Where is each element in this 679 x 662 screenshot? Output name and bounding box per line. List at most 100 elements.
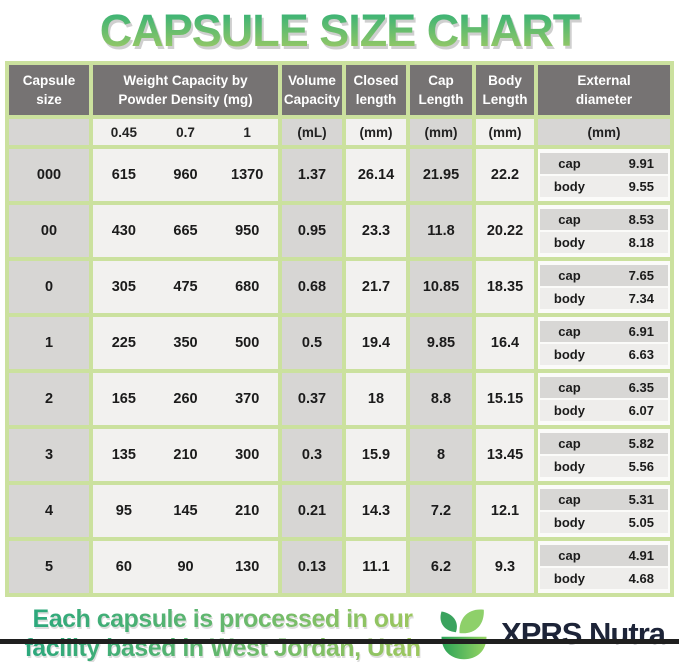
weight-value: 260 bbox=[173, 391, 198, 408]
capsule-size-cell: 3 bbox=[9, 429, 89, 482]
weight-value: 210 bbox=[173, 447, 198, 464]
weight-values: 615 960 1370 bbox=[93, 167, 278, 183]
body-label: body bbox=[553, 515, 585, 531]
capsule-size-cell: 4 bbox=[9, 485, 89, 538]
closed-length-cell: 11.1 bbox=[346, 541, 406, 594]
external-diameter-cell: cap 6.91 body 6.63 bbox=[538, 317, 670, 370]
cap-label: cap bbox=[558, 492, 581, 508]
col-header-cap-length: Cap Length bbox=[410, 65, 472, 116]
weight-value: 95 bbox=[115, 503, 132, 520]
col-header-capsule-size: Capsule size bbox=[9, 65, 89, 116]
weight-value: 1370 bbox=[231, 167, 264, 184]
header-row: Capsule size Weight Capacity by Powder D… bbox=[9, 65, 670, 116]
closed-length-cell: 21.7 bbox=[346, 261, 406, 314]
units-weight-cell: 0.45 0.7 1 bbox=[93, 119, 278, 146]
closed-length-cell: 15.9 bbox=[346, 429, 406, 482]
weight-value: 225 bbox=[111, 335, 136, 352]
cap-label: cap bbox=[558, 548, 581, 564]
weight-value: 135 bbox=[111, 447, 136, 464]
cap-diameter-value: 9.91 bbox=[628, 156, 654, 172]
body-label: body bbox=[553, 347, 585, 363]
weight-values: 165 260 370 bbox=[93, 391, 278, 407]
volume-capacity-cell: 0.21 bbox=[282, 485, 342, 538]
cap-label: cap bbox=[558, 212, 581, 228]
density-07: 0.7 bbox=[176, 124, 195, 140]
cap-label: cap bbox=[558, 436, 581, 452]
weight-capacity-cell: 60 90 130 bbox=[93, 541, 278, 594]
body-diameter-row: body 6.63 bbox=[540, 344, 668, 366]
body-label: body bbox=[553, 571, 585, 587]
closed-length-cell: 26.14 bbox=[346, 149, 406, 202]
cap-length-cell: 10.85 bbox=[410, 261, 472, 314]
units-body-cell: (mm) bbox=[476, 119, 534, 146]
cap-diameter-value: 7.65 bbox=[628, 268, 654, 284]
cap-diameter-value: 8.53 bbox=[628, 212, 654, 228]
cap-diameter-row: cap 9.91 bbox=[540, 153, 668, 175]
external-diameter-cell: cap 7.65 body 7.34 bbox=[538, 261, 670, 314]
external-diameter-cell: cap 4.91 body 4.68 bbox=[538, 541, 670, 594]
cap-diameter-row: cap 8.53 bbox=[540, 209, 668, 231]
cap-length-cell: 11.8 bbox=[410, 205, 472, 258]
body-diameter-value: 6.63 bbox=[628, 347, 654, 363]
weight-value: 475 bbox=[173, 279, 198, 296]
weight-value: 350 bbox=[173, 335, 198, 352]
cap-diameter-value: 4.91 bbox=[628, 548, 654, 564]
weight-value: 60 bbox=[115, 559, 132, 576]
cap-diameter-value: 6.35 bbox=[628, 380, 654, 396]
body-diameter-row: body 4.68 bbox=[540, 568, 668, 590]
body-label: body bbox=[553, 403, 585, 419]
weight-values: 430 665 950 bbox=[93, 223, 278, 239]
footer-note-line1: Each capsule is processed in our bbox=[32, 605, 413, 634]
weight-value: 300 bbox=[235, 447, 260, 464]
units-cap-cell: (mm) bbox=[410, 119, 472, 146]
units-closed-cell: (mm) bbox=[346, 119, 406, 146]
units-row: 0.45 0.7 1 (mL) (mm) (mm) (mm) (mm) bbox=[9, 119, 670, 146]
closed-length-cell: 14.3 bbox=[346, 485, 406, 538]
table-row: 00 430 665 950 0.95 23.3 11.8 20.22 cap 8.53 body 8… bbox=[9, 205, 670, 258]
capsule-size-cell: 000 bbox=[9, 149, 89, 202]
weight-value: 130 bbox=[235, 559, 260, 576]
cap-diameter-row: cap 5.82 bbox=[540, 433, 668, 455]
col-header-cap-label: Cap Length bbox=[418, 72, 464, 108]
cap-diameter-row: cap 7.65 bbox=[540, 265, 668, 287]
weight-value: 430 bbox=[111, 223, 136, 240]
cap-length-cell: 7.2 bbox=[410, 485, 472, 538]
units-external-cell: (mm) bbox=[538, 119, 670, 146]
capsule-size-table: Capsule size Weight Capacity by Powder D… bbox=[5, 61, 674, 598]
external-diameter-cell: cap 8.53 body 8.18 bbox=[538, 205, 670, 258]
cap-length-cell: 8.8 bbox=[410, 373, 472, 426]
footer: Each capsule is processed in our facilit… bbox=[0, 597, 679, 662]
col-header-external-diameter: External diameter bbox=[538, 65, 670, 116]
weight-capacity-cell: 305 475 680 bbox=[93, 261, 278, 314]
weight-capacity-cell: 95 145 210 bbox=[93, 485, 278, 538]
col-header-external-label: External diameter bbox=[575, 72, 633, 108]
body-diameter-value: 5.56 bbox=[628, 459, 654, 475]
body-label: body bbox=[553, 179, 585, 195]
body-diameter-value: 4.68 bbox=[628, 571, 654, 587]
cap-length-cell: 9.85 bbox=[410, 317, 472, 370]
table-row: 3 135 210 300 0.3 15.9 8 13.45 cap 5.82 body 5.56 bbox=[9, 429, 670, 482]
external-diameter-cell: cap 9.91 body 9.55 bbox=[538, 149, 670, 202]
body-diameter-value: 5.05 bbox=[628, 515, 654, 531]
volume-capacity-cell: 0.5 bbox=[282, 317, 342, 370]
table-row: 5 60 90 130 0.13 11.1 6.2 9.3 cap 4.91 body 4.68 bbox=[9, 541, 670, 594]
body-length-cell: 15.15 bbox=[476, 373, 534, 426]
weight-values: 95 145 210 bbox=[93, 503, 278, 519]
weight-value: 500 bbox=[235, 335, 260, 352]
cap-diameter-value: 5.31 bbox=[628, 492, 654, 508]
table-row: 000 615 960 1370 1.37 26.14 21.95 22.2 cap 9.91 bo… bbox=[9, 149, 670, 202]
capsule-size-cell: 5 bbox=[9, 541, 89, 594]
col-header-volume-label: Volume Capacity bbox=[283, 72, 341, 108]
units-capsule-size-cell bbox=[9, 119, 89, 146]
external-diameter-cell: cap 5.82 body 5.56 bbox=[538, 429, 670, 482]
body-label: body bbox=[553, 291, 585, 307]
cap-diameter-row: cap 6.35 bbox=[540, 377, 668, 399]
page: CAPSULE SIZE CHART Capsule size Weight C… bbox=[0, 4, 679, 662]
table-body: 000 615 960 1370 1.37 26.14 21.95 22.2 cap 9.91 bo… bbox=[9, 149, 670, 594]
body-length-cell: 16.4 bbox=[476, 317, 534, 370]
brand-logo: XPRS Nutra bbox=[435, 607, 666, 661]
volume-capacity-cell: 0.37 bbox=[282, 373, 342, 426]
weight-value: 665 bbox=[173, 223, 198, 240]
weight-values: 135 210 300 bbox=[93, 447, 278, 463]
weight-capacity-cell: 430 665 950 bbox=[93, 205, 278, 258]
